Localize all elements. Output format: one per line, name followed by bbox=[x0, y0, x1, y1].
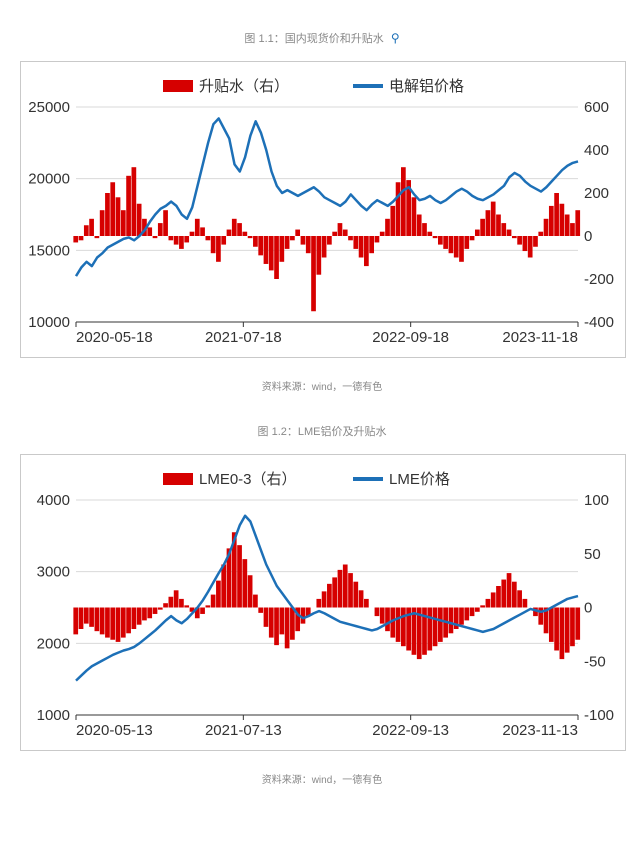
svg-text:2023-11-13: 2023-11-13 bbox=[502, 722, 578, 739]
svg-text:100: 100 bbox=[584, 492, 609, 509]
svg-text:LME0-3（右）: LME0-3（右） bbox=[199, 471, 297, 488]
chart2-container: 1000 2000 3000 4000 -100 -50 0 50 100 2020-05-13 2… bbox=[20, 454, 626, 751]
svg-text:LME价格: LME价格 bbox=[389, 471, 450, 488]
svg-text:2000: 2000 bbox=[37, 635, 70, 652]
svg-text:-400: -400 bbox=[584, 314, 614, 331]
svg-text:-200: -200 bbox=[584, 271, 614, 288]
svg-text:400: 400 bbox=[584, 142, 609, 159]
svg-text:20000: 20000 bbox=[28, 171, 70, 188]
chart2-source: 资料来源：wind，一德有色 bbox=[20, 771, 624, 786]
svg-text:2022-09-18: 2022-09-18 bbox=[372, 329, 449, 346]
svg-text:600: 600 bbox=[584, 99, 609, 116]
chart1-title-text: 图 1.1：国内现货价和升贴水 bbox=[244, 33, 383, 45]
chart2-title-text: 图 1.2：LME铝价及升贴水 bbox=[258, 426, 387, 438]
svg-text:2023-11-18: 2023-11-18 bbox=[502, 329, 578, 346]
chart1-title: 图 1.1：国内现货价和升贴水 ⚲ bbox=[20, 30, 624, 46]
svg-text:2020-05-13: 2020-05-13 bbox=[76, 722, 153, 739]
svg-text:升贴水（右）: 升贴水（右） bbox=[199, 78, 289, 95]
svg-text:-50: -50 bbox=[584, 653, 606, 670]
svg-text:1000: 1000 bbox=[37, 707, 70, 724]
svg-text:4000: 4000 bbox=[37, 492, 70, 509]
svg-text:50: 50 bbox=[584, 546, 601, 563]
search-icon: ⚲ bbox=[391, 31, 400, 45]
svg-text:0: 0 bbox=[584, 600, 592, 617]
svg-text:2020-05-18: 2020-05-18 bbox=[76, 329, 153, 346]
chart2-title: 图 1.2：LME铝价及升贴水 bbox=[20, 423, 624, 439]
svg-text:200: 200 bbox=[584, 185, 609, 202]
svg-text:电解铝价格: 电解铝价格 bbox=[389, 78, 464, 95]
svg-text:15000: 15000 bbox=[28, 242, 70, 259]
svg-text:0: 0 bbox=[584, 228, 592, 245]
svg-text:-100: -100 bbox=[584, 707, 614, 724]
svg-text:2021-07-18: 2021-07-18 bbox=[205, 329, 282, 346]
svg-text:25000: 25000 bbox=[28, 99, 70, 116]
svg-text:2022-09-13: 2022-09-13 bbox=[372, 722, 449, 739]
svg-text:2021-07-13: 2021-07-13 bbox=[205, 722, 282, 739]
chart1-source: 资料来源：wind，一德有色 bbox=[20, 378, 624, 393]
svg-text:3000: 3000 bbox=[37, 564, 70, 581]
svg-text:10000: 10000 bbox=[28, 314, 70, 331]
chart1-container: 10000 15000 20000 25000 -400 -200 0 200 400 600 20… bbox=[20, 61, 626, 358]
